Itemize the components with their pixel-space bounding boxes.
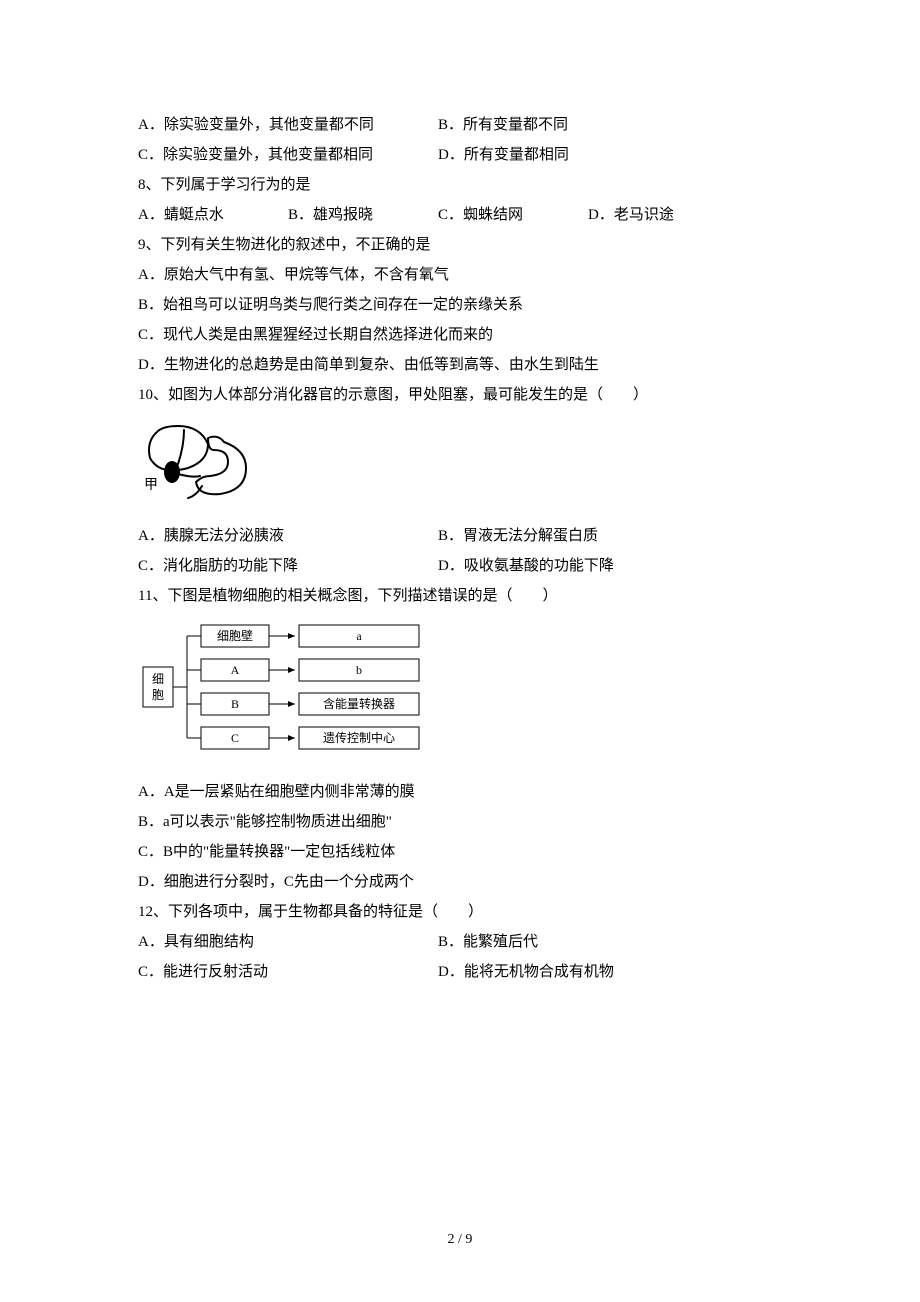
q11-option-D: D．细胞进行分裂时，C先由一个分成两个: [138, 867, 782, 897]
svg-text:细胞壁: 细胞壁: [217, 628, 253, 643]
q11-diagram: 细胞 细胞壁 a Ab B 含能量转换器 C 遗传控制中心: [138, 617, 782, 767]
q10-option-A: A．胰腺无法分泌胰液: [138, 521, 438, 551]
q8-options: A．蜻蜓点水 B．雄鸡报晓 C．蜘蛛结网 D．老马识途: [138, 200, 782, 230]
q8-stem: 8、下列属于学习行为的是: [138, 170, 782, 200]
svg-text:细: 细: [152, 672, 164, 686]
q8-option-C: C．蜘蛛结网: [438, 200, 588, 230]
q12-options-row1: A．具有细胞结构 B．能繁殖后代: [138, 927, 782, 957]
q8-option-B: B．雄鸡报晓: [288, 200, 438, 230]
q8-option-D: D．老马识途: [588, 200, 674, 230]
q7-option-B: B．所有变量都不同: [438, 110, 568, 140]
q10-options-row2: C．消化脂肪的功能下降 D．吸收氨基酸的功能下降: [138, 551, 782, 581]
q7-option-A: A．除实验变量外，其他变量都不同: [138, 110, 438, 140]
q10-figure: 甲: [138, 416, 782, 511]
q10-options-row1: A．胰腺无法分泌胰液 B．胃液无法分解蛋白质: [138, 521, 782, 551]
q11-option-A: A．A是一层紧贴在细胞壁内侧非常薄的膜: [138, 777, 782, 807]
svg-text:C: C: [231, 731, 239, 745]
q7-option-C: C．除实验变量外，其他变量都相同: [138, 140, 438, 170]
svg-text:含能量转换器: 含能量转换器: [323, 696, 395, 711]
q9-option-B: B．始祖鸟可以证明鸟类与爬行类之间存在一定的亲缘关系: [138, 290, 782, 320]
svg-text:a: a: [356, 629, 362, 643]
q8-option-A: A．蜻蜓点水: [138, 200, 288, 230]
svg-text:B: B: [231, 697, 239, 711]
q11-option-C: C．B中的"能量转换器"一定包括线粒体: [138, 837, 782, 867]
q12-option-D: D．能将无机物合成有机物: [438, 957, 614, 987]
q9-option-A: A．原始大气中有氢、甲烷等气体，不含有氧气: [138, 260, 782, 290]
q12-option-A: A．具有细胞结构: [138, 927, 438, 957]
q7-options-row2: C．除实验变量外，其他变量都相同 D．所有变量都相同: [138, 140, 782, 170]
q12-options-row2: C．能进行反射活动 D．能将无机物合成有机物: [138, 957, 782, 987]
q9-stem: 9、下列有关生物进化的叙述中，不正确的是: [138, 230, 782, 260]
page: A．除实验变量外，其他变量都不同 B．所有变量都不同 C．除实验变量外，其他变量…: [0, 0, 920, 1302]
q10-option-B: B．胃液无法分解蛋白质: [438, 521, 598, 551]
svg-text:遗传控制中心: 遗传控制中心: [323, 730, 395, 745]
q11-stem: 11、下图是植物细胞的相关概念图，下列描述错误的是（ ）: [138, 581, 782, 611]
q10-option-C: C．消化脂肪的功能下降: [138, 551, 438, 581]
q9-option-C: C．现代人类是由黑猩猩经过长期自然选择进化而来的: [138, 320, 782, 350]
q7-option-D: D．所有变量都相同: [438, 140, 569, 170]
q9-option-D: D．生物进化的总趋势是由简单到复杂、由低等到高等、由水生到陆生: [138, 350, 782, 380]
q10-stem: 10、如图为人体部分消化器官的示意图，甲处阻塞，最可能发生的是（ ）: [138, 380, 782, 410]
digestive-organ-icon: 甲: [138, 416, 258, 511]
page-number: 2 / 9: [0, 1226, 920, 1254]
q11-option-B: B．a可以表示"能够控制物质进出细胞": [138, 807, 782, 837]
svg-text:A: A: [231, 663, 240, 677]
q12-option-B: B．能繁殖后代: [438, 927, 538, 957]
q10-option-D: D．吸收氨基酸的功能下降: [438, 551, 614, 581]
q10-figure-label: 甲: [144, 478, 158, 493]
q12-option-C: C．能进行反射活动: [138, 957, 438, 987]
q12-stem: 12、下列各项中，属于生物都具备的特征是（ ）: [138, 897, 782, 927]
svg-text:b: b: [356, 663, 362, 677]
concept-map-icon: 细胞 细胞壁 a Ab B 含能量转换器 C 遗传控制中心: [138, 617, 468, 767]
q7-options-row1: A．除实验变量外，其他变量都不同 B．所有变量都不同: [138, 110, 782, 140]
svg-text:胞: 胞: [152, 688, 164, 702]
